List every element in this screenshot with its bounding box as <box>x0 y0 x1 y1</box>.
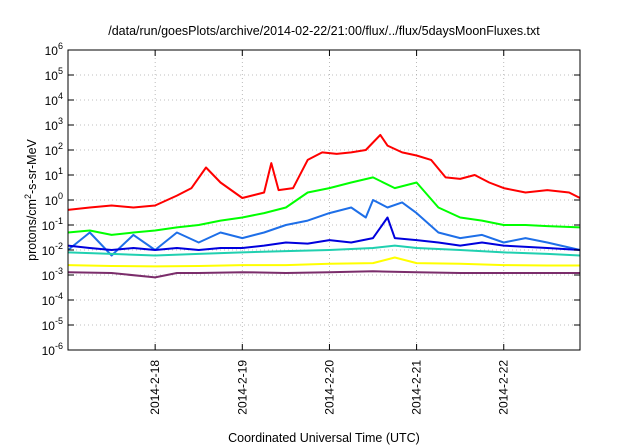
y-tick-label: 106 <box>45 41 63 58</box>
x-axis: 2014-2-18 2014-2-19 2014-2-20 2014-2-21 2014… <box>148 50 511 415</box>
x-tick-label: 2014-2-18 <box>148 360 162 415</box>
series-line-6 <box>67 256 580 268</box>
y-tick-label: 10-2 <box>42 241 63 258</box>
series-layer <box>67 133 581 279</box>
y-tick-exponent: 3 <box>58 116 63 126</box>
y-tick-base: 10 <box>45 194 59 208</box>
y-tick-base: 10 <box>45 44 59 58</box>
y-tick-exponent: -5 <box>55 316 63 326</box>
y-tick-exponent: -6 <box>55 341 63 351</box>
x-tick-label: 2014-2-22 <box>497 360 511 415</box>
x-axis-label: Coordinated Universal Time (UTC) <box>228 431 420 445</box>
series-line-1 <box>67 133 581 211</box>
y-tick-exponent: 5 <box>58 66 63 76</box>
y-axis-label-post: -s-sr-MeV <box>25 138 39 194</box>
y-tick-exponent: 4 <box>58 91 63 101</box>
y-tick-base: 10 <box>45 94 59 108</box>
y-tick-exponent: -2 <box>55 241 63 251</box>
y-tick-base: 10 <box>42 244 56 258</box>
y-tick-label: 103 <box>45 116 63 133</box>
y-tick-exponent: 6 <box>58 41 63 51</box>
series-line-5 <box>67 244 581 257</box>
y-tick-base: 10 <box>42 344 56 358</box>
chart-title: /data/run/goesPlots/archive/2014-02-22/2… <box>108 24 540 38</box>
y-tick-base: 10 <box>45 119 59 133</box>
y-tick-label: 10-5 <box>42 316 63 333</box>
y-tick-label: 10-6 <box>42 341 63 358</box>
y-tick-label: 102 <box>45 141 63 158</box>
y-tick-base: 10 <box>45 69 59 83</box>
y-tick-base: 10 <box>42 219 56 233</box>
y-tick-base: 10 <box>45 169 59 183</box>
y-axis-label: protons/cm2-s-sr-MeV <box>23 138 39 260</box>
series-line-7 <box>67 270 580 279</box>
y-tick-exponent: -3 <box>55 266 63 276</box>
grid <box>68 50 580 350</box>
x-tick-label: 2014-2-19 <box>235 360 249 415</box>
x-tick-label: 2014-2-20 <box>322 360 336 415</box>
y-tick-exponent: -1 <box>55 216 63 226</box>
y-tick-label: 105 <box>45 66 63 83</box>
y-axis: 10-610-510-410-310-210-11001011021031041… <box>42 41 580 358</box>
y-tick-exponent: 2 <box>58 141 63 151</box>
series-line-3 <box>67 199 581 257</box>
series-line-4 <box>67 216 581 251</box>
y-tick-label: 10-4 <box>42 291 63 308</box>
y-tick-label: 100 <box>45 191 63 208</box>
series-line-2 <box>67 176 581 236</box>
y-tick-label: 10-3 <box>42 266 63 283</box>
y-tick-base: 10 <box>42 269 56 283</box>
y-tick-exponent: 1 <box>58 166 63 176</box>
y-tick-base: 10 <box>42 319 56 333</box>
y-tick-base: 10 <box>42 294 56 308</box>
y-axis-label-pre: protons/cm <box>25 199 39 261</box>
y-axis-label-sup: 2 <box>23 194 33 199</box>
x-tick-label: 2014-2-21 <box>410 360 424 415</box>
y-tick-label: 10-1 <box>42 216 63 233</box>
y-tick-label: 101 <box>45 166 63 183</box>
y-tick-exponent: 0 <box>58 191 63 201</box>
y-tick-label: 104 <box>45 91 63 108</box>
y-tick-base: 10 <box>45 144 59 158</box>
y-tick-exponent: -4 <box>55 291 63 301</box>
